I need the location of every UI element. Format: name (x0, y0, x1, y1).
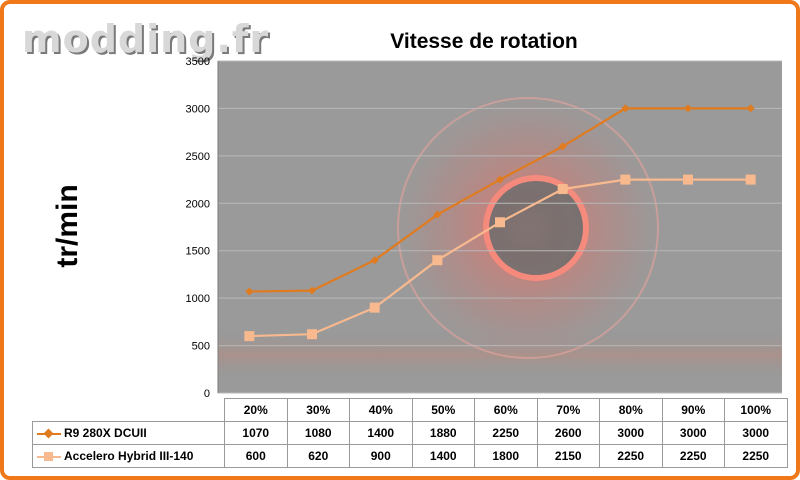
data-point (370, 256, 379, 265)
fan-hub (483, 175, 589, 281)
data-point (496, 175, 504, 184)
x-tick-label: 20% (224, 398, 288, 422)
y-tick-label: 2500 (186, 151, 210, 163)
data-label: 1400 (411, 444, 475, 468)
data-point (745, 174, 756, 185)
data-point (244, 331, 255, 342)
data-point (308, 286, 316, 295)
data-label: 620 (286, 444, 350, 468)
data-label: 2150 (536, 444, 600, 468)
series-name: R9 280X DCUII (64, 426, 147, 440)
data-point (684, 104, 692, 113)
diamond-marker-icon (37, 428, 61, 439)
data-label: 900 (349, 444, 413, 468)
data-label: 2250 (661, 444, 725, 468)
y-tick-label: 3500 (186, 56, 210, 68)
chart-title: Vitesse de rotation (390, 30, 578, 53)
data-point (557, 184, 568, 195)
series-layer (244, 104, 756, 342)
data-point (683, 174, 693, 185)
y-tick-label: 1000 (186, 293, 210, 305)
legend-entry: R9 280X DCUII (32, 421, 225, 445)
y-axis: 0 500 1000 1500 2000 2500 3000 3500 (186, 56, 219, 400)
series-2 (244, 174, 756, 342)
data-point (433, 210, 442, 219)
y-tick-label: 2000 (186, 198, 210, 210)
data-table-row: Accelero Hybrid III-140 600 620 900 1400… (32, 444, 788, 468)
x-tick-label: 90% (661, 398, 725, 422)
data-point (746, 104, 755, 113)
x-tick-label: 60% (474, 398, 538, 422)
data-point (558, 142, 567, 151)
series-name: Accelero Hybrid III-140 (64, 449, 194, 463)
fan-ring (397, 97, 659, 359)
data-label: 600 (224, 444, 288, 468)
square-marker-icon (37, 451, 61, 462)
series-1 (245, 104, 755, 296)
y-tick-label: 0 (204, 388, 210, 400)
data-point (369, 302, 380, 313)
data-point (245, 287, 254, 296)
data-label: 2600 (536, 421, 600, 445)
data-point (621, 104, 630, 113)
x-tick-label: 70% (536, 398, 600, 422)
y-tick-label: 500 (192, 341, 210, 353)
watermark-logo: modding.fr (22, 17, 270, 61)
data-point (307, 329, 317, 340)
data-label: 2250 (724, 444, 788, 468)
data-label: 1080 (286, 421, 350, 445)
x-tick-label: 40% (349, 398, 413, 422)
data-point (620, 174, 631, 185)
data-table: 20% 30% 40% 50% 60% 70% 80% 90% 100% R9 … (32, 398, 788, 468)
y-tick-label: 1500 (186, 246, 210, 258)
data-label: 3000 (661, 421, 725, 445)
data-label: 2250 (599, 444, 663, 468)
data-label: 2250 (474, 421, 538, 445)
data-label: 1800 (474, 444, 538, 468)
legend-entry: Accelero Hybrid III-140 (32, 444, 225, 468)
data-table-row: R9 280X DCUII 1070 1080 1400 1880 2250 2… (32, 421, 788, 445)
y-tick-label: 3000 (186, 103, 210, 115)
data-label: 3000 (724, 421, 788, 445)
data-point (432, 255, 443, 266)
data-point (495, 217, 505, 228)
